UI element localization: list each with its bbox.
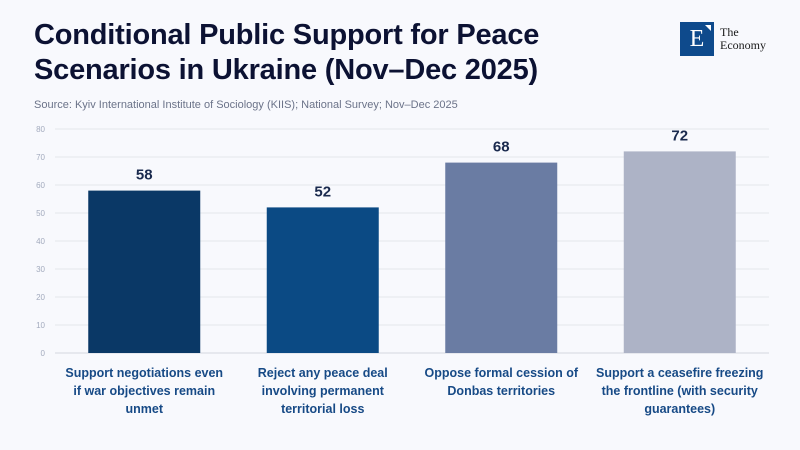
value-label: 68 [493, 139, 510, 156]
y-tick-label: 20 [36, 293, 45, 302]
logo-text-line1: The [720, 25, 739, 39]
x-tick-label: Support negotiations even if war objecti… [65, 366, 224, 416]
y-tick-label: 40 [36, 237, 45, 246]
chart-source: Source: Kyiv International Institute of … [34, 99, 458, 111]
value-label: 52 [314, 183, 331, 200]
bar [623, 151, 736, 353]
y-tick-label: 10 [36, 321, 45, 330]
value-labels: 58 52 68 72 [136, 127, 688, 200]
logo-mark-icon: E [680, 22, 714, 56]
logo-text-line2: Economy [720, 38, 766, 52]
y-tick-label: 60 [36, 181, 45, 190]
bar [266, 207, 379, 353]
y-tick-label: 30 [36, 265, 45, 274]
y-tick-label: 70 [36, 153, 45, 162]
value-label: 58 [136, 167, 153, 184]
y-tick-label: 0 [41, 349, 46, 358]
bar [445, 162, 558, 353]
x-tick-label: Support a ceasefire freezing the frontli… [596, 366, 764, 416]
bars [88, 151, 736, 353]
x-tick-label: Reject any peace deal involving permanen… [257, 366, 388, 416]
chart-title: Conditional Public Support for Peace Sce… [34, 19, 540, 86]
bar [88, 190, 201, 353]
logo-text: The Economy [720, 26, 766, 52]
y-tick-label: 80 [36, 125, 45, 134]
y-tick-label: 50 [36, 209, 45, 218]
value-label: 72 [671, 127, 688, 144]
x-tick-label: Oppose formal cession of Donbas territor… [424, 366, 578, 398]
brand-logo: E The Economy [680, 22, 766, 56]
